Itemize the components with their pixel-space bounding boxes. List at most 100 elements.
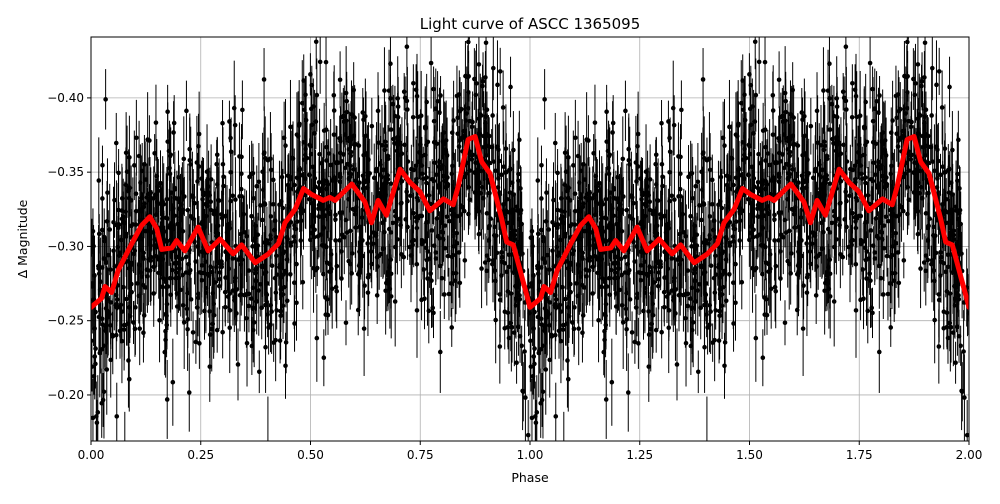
point-marker: [871, 179, 876, 184]
point-marker: [304, 118, 309, 123]
point-marker: [636, 132, 641, 137]
point-marker: [612, 261, 617, 266]
point-marker: [260, 218, 265, 223]
point-marker: [763, 60, 768, 65]
point-marker: [675, 362, 680, 367]
point-marker: [517, 138, 522, 143]
point-marker: [427, 193, 432, 198]
point-marker: [923, 41, 928, 46]
point-marker: [141, 330, 146, 335]
point-marker: [529, 235, 534, 240]
point-marker: [620, 303, 625, 308]
point-marker: [713, 308, 718, 313]
point-marker: [92, 326, 97, 331]
point-marker: [344, 218, 349, 223]
point-marker: [487, 224, 492, 229]
point-marker: [653, 265, 658, 270]
point-marker: [877, 350, 882, 355]
point-marker: [253, 271, 258, 276]
point-marker: [731, 280, 736, 285]
point-marker: [709, 263, 714, 268]
point-marker: [783, 218, 788, 223]
point-marker: [586, 138, 591, 143]
point-marker: [315, 336, 320, 341]
point-marker: [147, 138, 152, 143]
point-marker: [814, 293, 819, 298]
point-marker: [259, 305, 264, 310]
point-marker: [716, 202, 721, 207]
point-marker: [247, 175, 252, 180]
point-marker: [866, 193, 871, 198]
point-marker: [369, 249, 374, 254]
point-marker: [698, 305, 703, 310]
point-marker: [399, 252, 404, 257]
point-marker: [324, 60, 329, 65]
point-marker: [366, 290, 371, 295]
point-marker: [96, 178, 101, 183]
point-marker: [197, 132, 202, 137]
point-marker: [660, 184, 665, 189]
point-marker: [953, 360, 958, 365]
point-marker: [733, 301, 738, 306]
point-marker: [267, 241, 272, 246]
point-marker: [95, 420, 100, 425]
point-marker: [672, 123, 677, 128]
point-marker: [534, 410, 539, 415]
point-marker: [240, 108, 245, 113]
point-marker: [672, 197, 677, 202]
point-marker: [940, 105, 945, 110]
point-marker: [838, 252, 843, 257]
point-marker: [458, 281, 463, 286]
point-marker: [706, 241, 711, 246]
point-marker: [531, 326, 536, 331]
point-marker: [126, 358, 131, 363]
point-marker: [947, 85, 952, 90]
point-marker: [708, 168, 713, 173]
point-marker: [228, 170, 233, 175]
point-marker: [214, 162, 219, 167]
point-marker: [280, 175, 285, 180]
point-marker: [334, 161, 339, 166]
point-marker: [637, 270, 642, 275]
point-marker: [773, 161, 778, 166]
point-marker: [430, 306, 435, 311]
point-marker: [924, 211, 929, 216]
point-marker: [485, 211, 490, 216]
point-marker: [165, 397, 170, 402]
point-marker: [440, 276, 445, 281]
point-marker: [514, 360, 519, 365]
point-marker: [604, 397, 609, 402]
point-marker: [120, 196, 125, 201]
point-marker: [830, 221, 835, 226]
point-marker: [485, 253, 490, 258]
point-marker: [350, 251, 355, 256]
point-marker: [580, 330, 585, 335]
point-marker: [523, 395, 528, 400]
point-marker: [809, 124, 814, 129]
point-marker: [220, 121, 225, 126]
point-marker: [869, 306, 874, 311]
point-marker: [565, 358, 570, 363]
point-marker: [479, 266, 484, 271]
point-marker: [171, 380, 176, 385]
point-marker: [854, 308, 859, 313]
point-marker: [300, 280, 305, 285]
point-marker: [393, 299, 398, 304]
point-marker: [495, 83, 500, 88]
point-marker: [930, 66, 935, 71]
point-marker: [696, 179, 701, 184]
point-marker: [257, 179, 262, 184]
point-marker: [214, 265, 219, 270]
point-marker: [409, 253, 414, 258]
point-marker: [563, 183, 568, 188]
point-marker: [934, 251, 939, 256]
point-marker: [199, 221, 204, 226]
point-marker: [432, 179, 437, 184]
point-marker: [962, 395, 967, 400]
point-marker: [686, 175, 691, 180]
point-marker: [442, 292, 447, 297]
point-marker: [897, 281, 902, 286]
point-marker: [284, 340, 289, 345]
point-marker: [314, 39, 319, 44]
point-marker: [761, 355, 766, 360]
